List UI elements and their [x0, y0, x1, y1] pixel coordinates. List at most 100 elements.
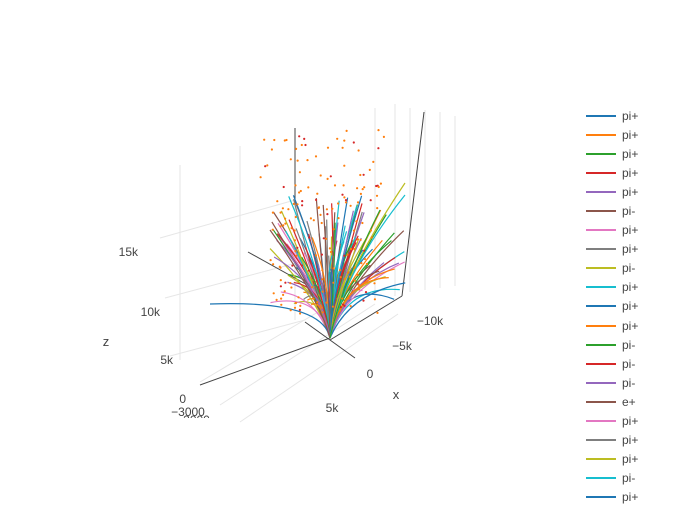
legend-item[interactable]: pi+: [586, 163, 696, 182]
hit-point: [361, 221, 364, 225]
legend-label: e+: [622, 394, 636, 409]
legend-item[interactable]: pi-: [586, 335, 696, 354]
hit-point: [320, 253, 323, 256]
legend-label: pi+: [622, 433, 639, 448]
grid-back-wall: [159, 104, 456, 423]
hit-point: [272, 263, 275, 266]
hit-point: [325, 208, 328, 211]
hit-point: [370, 236, 373, 239]
hit-point: [359, 173, 362, 177]
legend-swatch: [586, 477, 616, 480]
hit-point: [315, 198, 318, 201]
hit-point: [363, 186, 366, 189]
hit-point: [376, 207, 379, 210]
legend-item[interactable]: pi+: [586, 240, 696, 259]
z-tick-label: 5k: [160, 353, 174, 367]
particle-track: [209, 303, 331, 339]
hit-point: [343, 304, 346, 307]
hit-point: [326, 213, 329, 216]
hit-point: [332, 267, 335, 270]
legend-item[interactable]: pi+: [586, 431, 696, 450]
legend-item[interactable]: pi+: [586, 125, 696, 144]
legend-label: pi+: [622, 242, 639, 257]
hit-point: [357, 283, 360, 286]
x-axis-ticks: 5k 0 −5k −10k: [326, 314, 445, 415]
hit-point: [375, 184, 378, 188]
hit-point: [263, 138, 266, 141]
x-tick-label: 5k: [326, 401, 340, 415]
hit-point: [319, 304, 322, 307]
legend-swatch: [586, 343, 616, 346]
hit-point: [337, 217, 340, 220]
particle-track: [329, 282, 406, 339]
legend-item[interactable]: pi-: [586, 201, 696, 220]
hit-point: [284, 222, 287, 225]
hit-point: [285, 138, 288, 142]
axis-frame: [199, 111, 425, 386]
hit-point: [279, 285, 282, 288]
legend-item[interactable]: pi-: [586, 259, 696, 278]
hit-point: [344, 199, 348, 202]
hit-point: [294, 215, 297, 219]
particle-track: [329, 209, 381, 339]
hit-point: [337, 202, 340, 205]
legend-item[interactable]: e+: [586, 392, 696, 411]
hit-point: [289, 282, 292, 285]
legend-item[interactable]: pi+: [586, 182, 696, 201]
legend-item[interactable]: pi+: [586, 221, 696, 240]
legend-item[interactable]: pi+: [586, 316, 696, 335]
legend-item[interactable]: pi+: [586, 278, 696, 297]
hit-point: [341, 297, 344, 300]
hit-point: [303, 137, 306, 140]
legend-label: pi+: [622, 223, 639, 238]
hit-point: [341, 146, 344, 149]
hit-point: [325, 237, 328, 240]
hit-point: [363, 257, 366, 261]
hit-point: [321, 311, 324, 314]
hit-point: [356, 273, 359, 277]
hit-point: [369, 199, 372, 202]
hit-point: [299, 312, 302, 315]
legend-item[interactable]: pi+: [586, 450, 696, 469]
hit-point: [360, 262, 363, 265]
legend-item[interactable]: pi+: [586, 106, 696, 125]
hit-point: [353, 266, 356, 269]
legend-swatch: [586, 267, 616, 270]
hit-point: [345, 129, 348, 132]
hit-point: [352, 229, 356, 232]
hit-point: [280, 297, 283, 300]
hit-point: [298, 308, 301, 311]
legend-item[interactable]: pi-: [586, 373, 696, 392]
hit-point: [259, 176, 262, 179]
legend-swatch: [586, 171, 616, 174]
hit-point: [344, 201, 348, 204]
legend-label: pi-: [622, 337, 636, 352]
legend-swatch: [586, 381, 616, 384]
legend-item[interactable]: pi+: [586, 412, 696, 431]
hit-point: [282, 293, 285, 296]
hit-point: [293, 306, 297, 309]
legend-item[interactable]: pi+: [586, 488, 696, 507]
legend-item[interactable]: pi-: [586, 354, 696, 373]
z-tick-label: 0: [179, 392, 186, 406]
legend-swatch: [586, 458, 616, 461]
hit-point: [264, 165, 267, 168]
hit-point: [349, 247, 353, 251]
hit-point: [279, 279, 282, 282]
legend-item[interactable]: pi+: [586, 144, 696, 163]
hit-point: [296, 203, 299, 206]
hit-point: [353, 279, 356, 282]
legend-item[interactable]: pi-: [586, 469, 696, 488]
x-tick-label: 0: [367, 367, 374, 381]
legend-label: pi+: [622, 452, 639, 467]
hit-point: [320, 221, 323, 225]
hit-point: [300, 143, 303, 147]
hit-point: [341, 303, 345, 306]
hit-point: [304, 143, 307, 147]
hit-point: [339, 276, 342, 279]
legend-item[interactable]: pi+: [586, 297, 696, 316]
hit-point: [278, 265, 281, 268]
particle-track: [322, 204, 331, 339]
y-tick-label: −3000: [171, 405, 205, 419]
